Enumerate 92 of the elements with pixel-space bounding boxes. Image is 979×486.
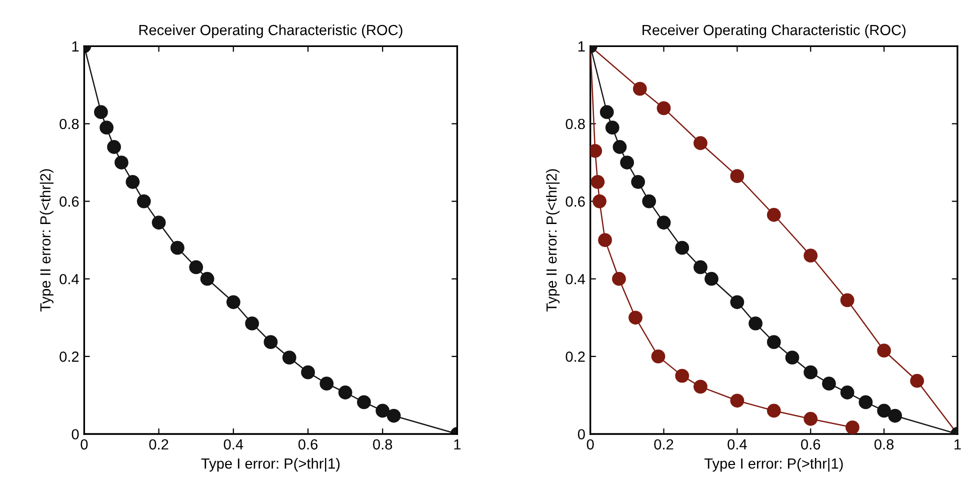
point: [730, 169, 744, 184]
point: [877, 344, 891, 358]
x-tick-label: 0.4: [224, 439, 244, 450]
point: [730, 394, 744, 408]
point: [748, 316, 762, 330]
point: [200, 272, 214, 286]
point: [376, 404, 390, 418]
point: [598, 233, 612, 248]
chart-title: Receiver Operating Characteristic (ROC): [642, 24, 906, 38]
y-tick-label: 0.2: [60, 352, 79, 362]
point: [656, 216, 671, 230]
x-axis-title: Type I error: P(>thr|1): [704, 458, 843, 472]
y-tick-label: 0: [578, 429, 585, 440]
y-tick-label: 0.8: [60, 118, 79, 130]
point: [189, 260, 204, 274]
point: [804, 365, 818, 380]
point: [170, 240, 184, 255]
point: [100, 120, 114, 135]
y-tick-label: 0.2: [566, 352, 585, 362]
point: [94, 105, 108, 120]
point: [822, 376, 836, 391]
point: [628, 310, 642, 325]
point: [694, 136, 708, 150]
x-tick-label: 0.6: [298, 439, 318, 450]
point: [632, 82, 647, 96]
point: [694, 260, 708, 274]
y-tick-label: 1: [72, 41, 79, 52]
point: [320, 376, 334, 391]
point: [282, 350, 296, 365]
y-axis-title: Type II error: P(<thr|2): [546, 169, 560, 312]
point: [264, 335, 278, 350]
point: [114, 156, 128, 170]
x-axis-title: Type I error: P(>thr|1): [201, 458, 340, 472]
point: [338, 386, 352, 400]
point: [152, 216, 166, 230]
x-tick-label: 1: [954, 439, 961, 450]
point: [910, 374, 924, 388]
x-tick-label: 0.8: [874, 439, 894, 450]
point: [245, 316, 259, 330]
point: [226, 295, 240, 310]
y-tick-label: 0.6: [566, 196, 585, 207]
point: [877, 404, 891, 418]
point: [694, 380, 708, 394]
y-tick-label: 0.4: [566, 274, 586, 284]
point: [675, 368, 690, 383]
y-tick-label: 0.6: [60, 196, 79, 207]
y-tick-label: 0.8: [566, 118, 585, 130]
x-tick-label: 0.2: [149, 439, 168, 450]
x-tick-label: 0.4: [728, 439, 747, 450]
x-tick-label: 0: [586, 439, 594, 450]
point: [590, 174, 605, 189]
point: [612, 272, 626, 286]
point: [651, 349, 666, 364]
point: [840, 293, 854, 308]
point: [766, 335, 781, 350]
point: [675, 240, 690, 255]
point: [704, 272, 718, 286]
point: [846, 420, 860, 434]
point: [600, 105, 614, 120]
y-tick-label: 0.4: [60, 274, 79, 284]
point: [766, 208, 781, 222]
point: [804, 412, 818, 426]
x-tick-label: 0.2: [654, 439, 674, 450]
point: [107, 140, 121, 154]
point: [612, 140, 627, 154]
x-tick-label: 0.8: [373, 439, 392, 450]
point: [620, 156, 634, 170]
point: [136, 194, 151, 208]
point: [386, 408, 401, 423]
point: [301, 365, 315, 380]
point: [126, 174, 140, 189]
point: [785, 350, 800, 365]
y-tick-label: 0: [72, 429, 79, 440]
point: [357, 395, 371, 410]
chart-title: Receiver Operating Characteristic (ROC): [139, 24, 402, 38]
y-tick-label: 1: [578, 41, 585, 52]
point: [840, 386, 854, 400]
point: [766, 404, 781, 418]
point: [642, 194, 656, 208]
point: [730, 295, 744, 310]
point: [631, 174, 646, 189]
x-tick-label: 0.6: [801, 439, 820, 450]
point: [888, 408, 902, 423]
point: [605, 120, 620, 135]
y-axis-title: Type II error: P(<thr|2): [40, 169, 54, 312]
point: [858, 395, 873, 410]
x-tick-label: 1: [454, 439, 461, 450]
x-tick-label: 0: [80, 439, 88, 450]
point: [590, 144, 602, 158]
point: [656, 101, 671, 116]
point: [592, 194, 606, 208]
point: [804, 248, 818, 263]
